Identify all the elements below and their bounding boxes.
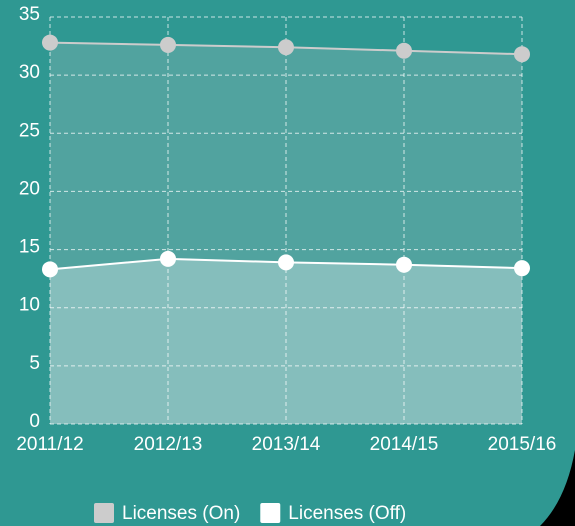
point (42, 261, 58, 278)
point (396, 256, 412, 273)
legend-label: Licenses (Off) (288, 503, 406, 524)
point (278, 254, 294, 271)
y-tick-label: 35 (19, 4, 40, 25)
x-tick-label: 2012/13 (134, 434, 203, 455)
y-tick-label: 15 (19, 237, 40, 258)
point (42, 34, 58, 51)
point (514, 260, 530, 277)
y-tick-label: 30 (19, 62, 40, 83)
point (396, 42, 412, 59)
point (160, 250, 176, 267)
legend-swatch (94, 503, 114, 523)
y-tick-label: 20 (19, 178, 40, 199)
x-tick-label: 2011/12 (16, 434, 83, 455)
point (514, 46, 530, 63)
y-tick-label: 25 (19, 120, 40, 141)
legend-label: Licenses (On) (122, 503, 240, 524)
y-tick-label: 10 (19, 295, 40, 316)
point (278, 39, 294, 56)
x-tick-label: 2015/16 (488, 434, 557, 455)
x-tick-label: 2014/15 (370, 434, 439, 455)
point (160, 36, 176, 53)
legend-swatch (260, 503, 281, 523)
corner (540, 450, 575, 526)
x-tick-label: 2013/14 (252, 434, 321, 455)
y-tick-label: 5 (29, 353, 40, 374)
y-tick-label: 0 (29, 411, 40, 432)
